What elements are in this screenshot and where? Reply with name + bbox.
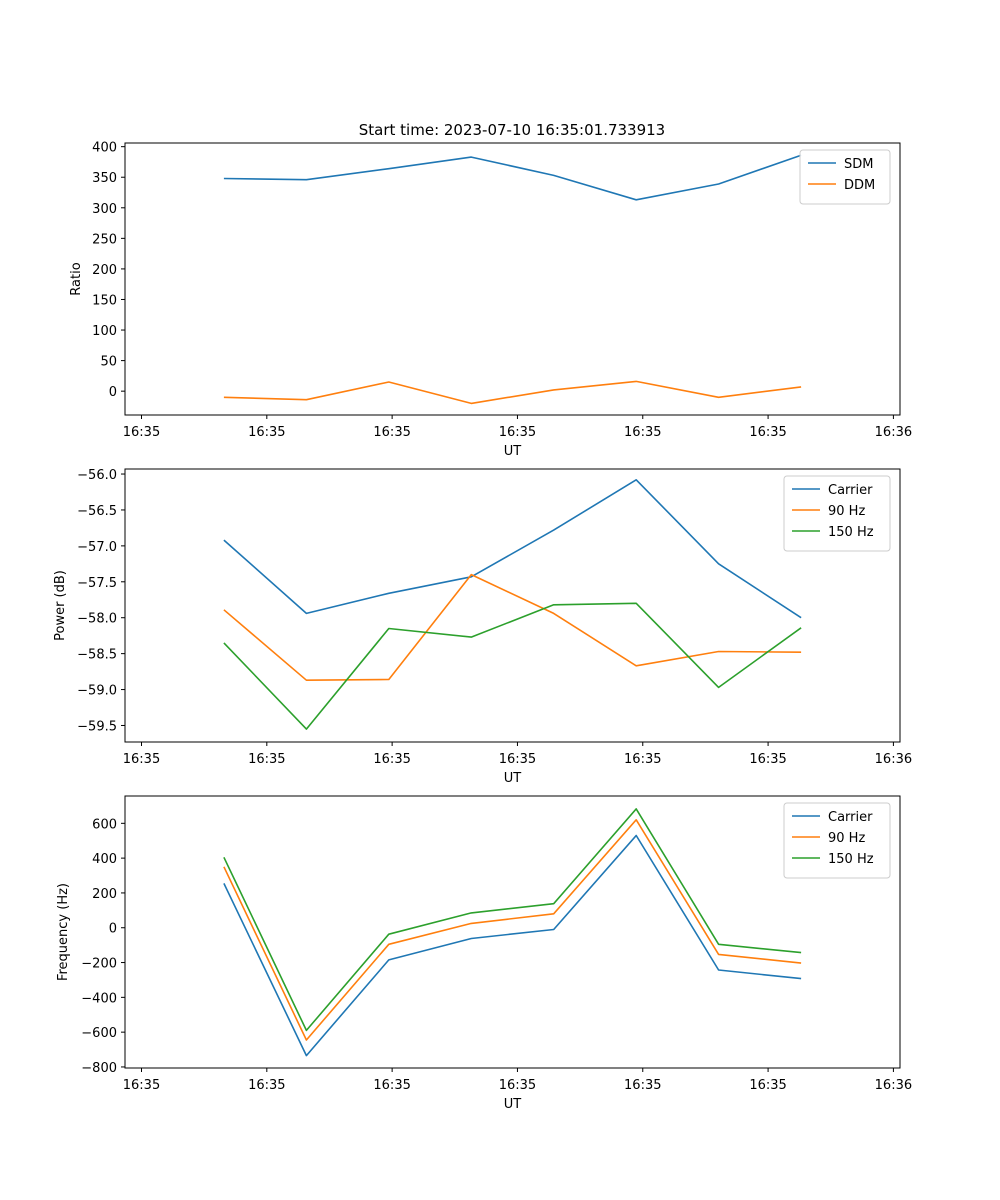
x-tick-label: 16:35 [373,1078,410,1093]
x-tick-label: 16:35 [624,752,661,767]
y-tick-label: 0 [109,385,117,400]
x-tick-label: 16:35 [373,425,410,440]
y-tick-label: 400 [92,141,117,156]
figure-title: Start time: 2023-07-10 16:35:01.733913 [359,121,665,139]
legend-label: Carrier [828,810,873,825]
series-line-90-hz [223,818,802,1041]
y-tick-label: −59.5 [77,719,117,734]
y-tick-label: 200 [92,887,117,902]
legend: Carrier 90 Hz 150 Hz [783,802,891,879]
x-tick-label: 16:35 [499,425,536,440]
x-tick-label: 16:35 [373,752,410,767]
x-tick-label: 16:35 [624,425,661,440]
x-tick-label: 16:35 [624,1078,661,1093]
x-tick-label: 16:35 [248,425,285,440]
x-tick-label: 16:36 [875,425,912,440]
axes-frame [124,142,901,416]
series-line-150-hz [223,808,802,1032]
x-tick-label: 16:36 [875,752,912,767]
y-tick-label: 350 [92,171,117,186]
series-line-ddm [223,380,802,405]
legend: SDM DDM [799,149,891,205]
chart-panel-3: 16:35 16:35 16:35 16:35 16:35 16:35 16:36 −800 −… [56,795,912,1112]
y-tick-label: −57.5 [77,576,117,591]
chart-panel-1: 16:35 16:35 16:35 16:35 16:35 16:35 16:36 0 50 10… [69,141,912,459]
y-tick-label: −400 [81,991,117,1006]
y-tick-label: −56.0 [77,468,117,483]
y-axis-label: Ratio [69,262,84,295]
x-tick-label: 16:35 [123,752,160,767]
x-tick-label: 16:35 [749,752,786,767]
y-tick-label: −58.5 [77,648,117,663]
x-tick-label: 16:35 [499,752,536,767]
x-tick-label: 16:35 [248,752,285,767]
axes-frame [124,795,901,1069]
y-tick-label: 400 [92,852,117,867]
legend-label: 150 Hz [828,852,874,867]
y-tick-label: −200 [81,957,117,972]
series-line-carrier [223,478,802,619]
series-line-carrier [223,834,802,1057]
y-tick-label: 150 [92,293,117,308]
y-tick-label: −600 [81,1026,117,1041]
x-tick-label: 16:35 [248,1078,285,1093]
y-tick-label: −800 [81,1061,117,1076]
x-tick-label: 16:35 [123,1078,160,1093]
y-tick-label: 0 [109,922,117,937]
legend-box [783,475,891,552]
series-line-sdm [223,154,802,201]
y-tick-label: −57.0 [77,540,117,555]
y-axis-label: Frequency (Hz) [56,883,71,981]
legend-box [783,802,891,879]
axes-frame [124,468,901,743]
legend-label: DDM [844,178,875,193]
legend-label: 150 Hz [828,525,874,540]
x-tick-label: 16:35 [749,1078,786,1093]
x-axis-label: UT [504,1097,522,1112]
y-tick-label: 200 [92,263,117,278]
chart-panel-2: 16:35 16:35 16:35 16:35 16:35 16:35 16:36 −59.5… [53,468,912,786]
x-tick-label: 16:35 [123,425,160,440]
y-tick-label: −59.0 [77,684,117,699]
y-tick-label: 100 [92,324,117,339]
legend: Carrier 90 Hz 150 Hz [783,475,891,552]
y-tick-label: 600 [92,817,117,832]
y-axis-label: Power (dB) [53,570,68,641]
legend-label: 90 Hz [828,831,865,846]
x-axis-label: UT [504,444,522,459]
x-tick-label: 16:35 [749,425,786,440]
x-axis-label: UT [504,771,522,786]
legend-label: SDM [844,157,873,172]
legend-label: Carrier [828,483,873,498]
series-line-150-hz [223,602,802,730]
x-tick-label: 16:36 [875,1078,912,1093]
series-line-90-hz [223,573,802,682]
x-tick-label: 16:35 [499,1078,536,1093]
legend-label: 90 Hz [828,504,865,519]
y-tick-label: −58.0 [77,612,117,627]
y-tick-label: 250 [92,232,117,247]
y-tick-label: 50 [100,355,117,370]
y-tick-label: −56.5 [77,504,117,519]
y-tick-label: 300 [92,202,117,217]
